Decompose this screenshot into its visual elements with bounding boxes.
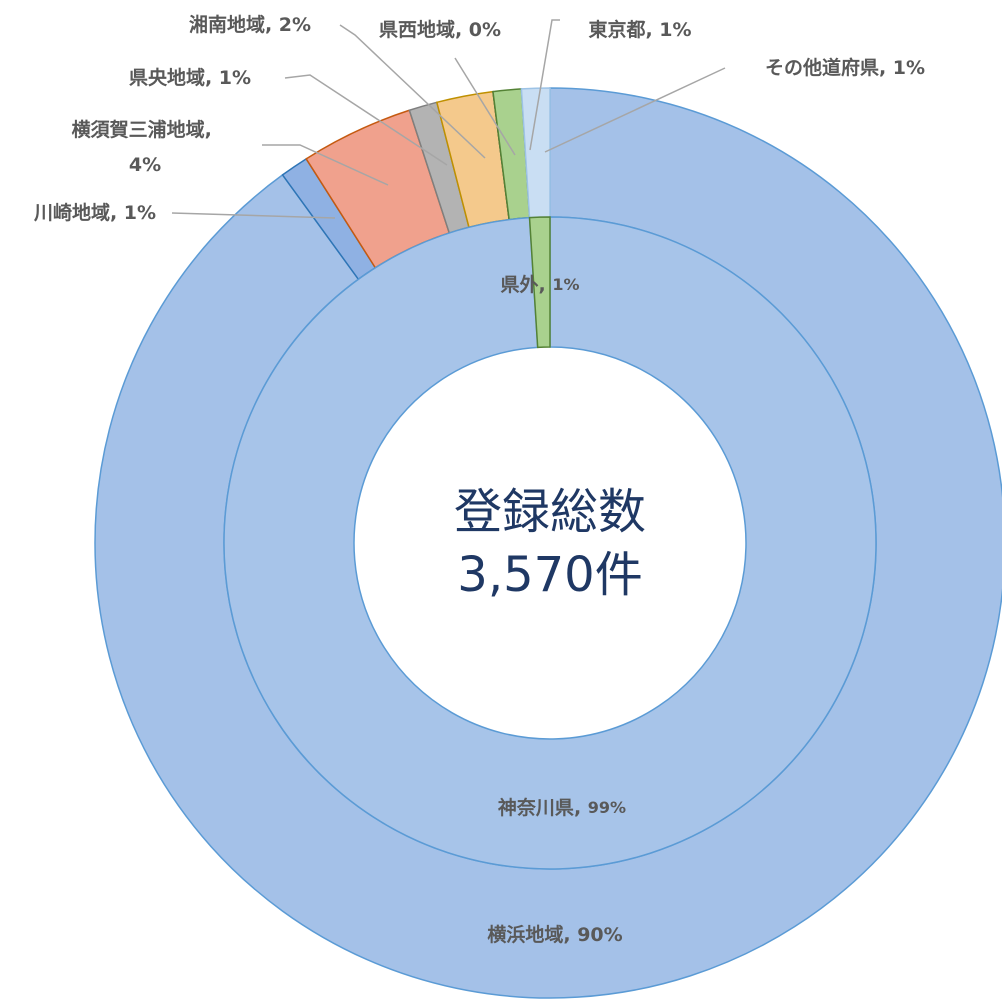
data-label: 神奈川県, 99% (498, 796, 626, 819)
leader-line (262, 144, 389, 186)
label-name: 神奈川県 (498, 796, 574, 819)
label-name: 湘南地域 (189, 13, 265, 36)
data-label: 東京都, 1% (588, 18, 691, 41)
label-name: その他道府県 (765, 56, 879, 79)
data-label: 県央地域, 1% (129, 66, 251, 89)
label-separator: , (265, 14, 279, 36)
label-separator: , (574, 797, 588, 819)
label-value: 90% (577, 924, 622, 946)
label-name: 県央地域 (129, 66, 205, 89)
data-label: 横須賀三浦地域, 4% (72, 118, 219, 176)
label-name: 横須賀三浦地域 (72, 118, 205, 141)
labels: 横浜地域, 90% 川崎地域, 1% 横須賀三浦地域, 4% 県央地域, 1% 湘南地域… (33, 13, 925, 946)
label-separator: , (879, 57, 893, 79)
rings (94, 87, 1002, 999)
label-value: 99% (588, 798, 626, 817)
label-value: 1% (659, 19, 691, 41)
label-separator: , (563, 924, 577, 946)
slice (528, 216, 551, 349)
data-label: その他道府県, 1% (765, 56, 925, 79)
label-name: 東京都 (588, 18, 645, 41)
leader-line (171, 212, 336, 219)
label-separator: , (455, 19, 469, 41)
label-name: 県外 (500, 273, 538, 296)
data-label: 県外, 1% (500, 273, 579, 296)
label-separator: , (110, 202, 124, 224)
label-name: 横浜地域 (487, 923, 563, 946)
label-value: 1% (552, 275, 579, 294)
label-value: 1% (219, 67, 251, 89)
leader-line (454, 57, 516, 156)
center-title: 登録総数 (454, 484, 646, 540)
label-name: 県西地域 (379, 18, 455, 41)
data-label: 湘南地域, 2% (189, 13, 311, 36)
label-value: 1% (893, 57, 925, 79)
label-value: 1% (124, 202, 156, 224)
label-name: 川崎地域 (33, 201, 110, 224)
leader-line (529, 19, 560, 151)
data-label: 県西地域, 0% (379, 18, 501, 41)
data-label: 川崎地域, 1% (33, 201, 156, 224)
slice (223, 216, 877, 870)
label-value: 2% (279, 14, 311, 36)
label-value: 4% (129, 154, 161, 176)
leader-line (284, 74, 448, 166)
label-value: 0% (469, 19, 501, 41)
label-separator: , (205, 119, 219, 141)
data-label: 横浜地域, 90% (487, 923, 622, 946)
label-separator: , (539, 274, 553, 296)
center-total: 3,570件 (457, 547, 642, 603)
label-separator: , (205, 67, 219, 89)
leader-line (339, 24, 486, 159)
label-separator: , (645, 19, 659, 41)
leader-line (544, 67, 726, 153)
